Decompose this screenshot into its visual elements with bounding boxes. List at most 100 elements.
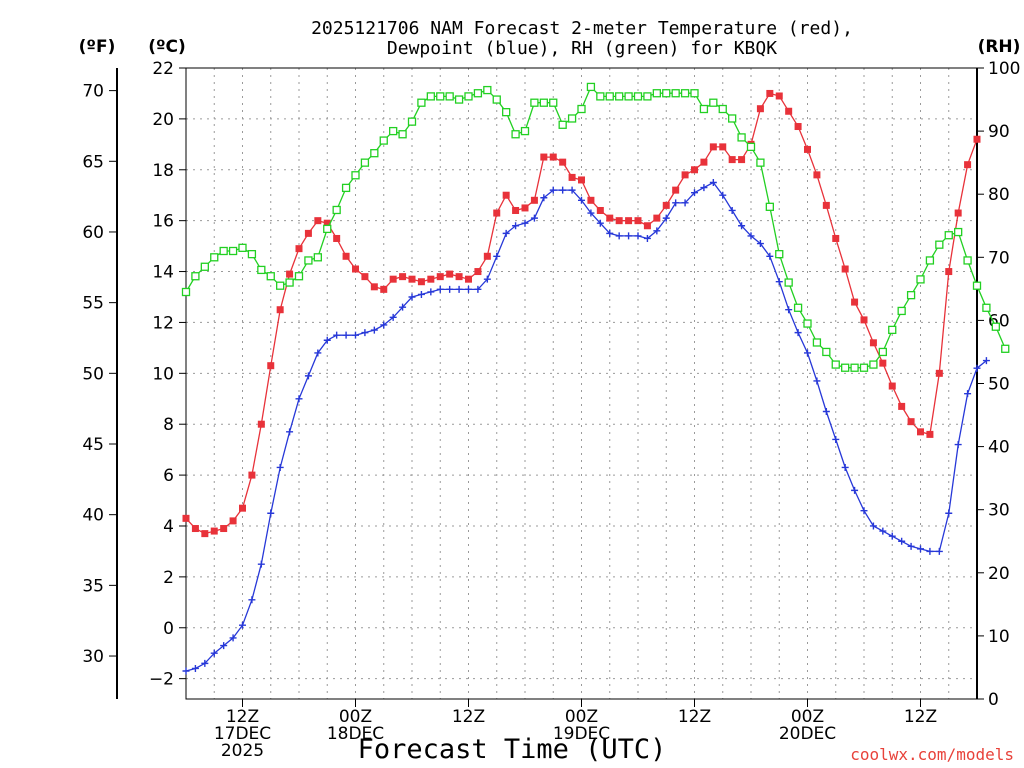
rh-point bbox=[341, 183, 351, 193]
rh-point bbox=[539, 98, 548, 107]
temperature-point bbox=[653, 214, 661, 222]
rh-point bbox=[219, 246, 228, 256]
rh-point bbox=[370, 149, 379, 158]
celsius-tick-label: 8 bbox=[163, 415, 174, 435]
rh-tick-label: 30 bbox=[988, 501, 1010, 521]
dewpoint-point bbox=[954, 441, 962, 449]
dewpoint-point bbox=[483, 275, 491, 283]
temperature-point bbox=[559, 158, 567, 166]
rh-point bbox=[624, 92, 633, 101]
temperature-point bbox=[851, 298, 859, 306]
temperature-point bbox=[691, 166, 698, 174]
dewpoint-point bbox=[964, 390, 972, 398]
x-tick-label: 12Z bbox=[904, 707, 937, 727]
dewpoint-point bbox=[474, 285, 482, 293]
rh-point bbox=[181, 287, 191, 297]
chart-title-line-1: 2025121706 NAM Forecast 2-meter Temperat… bbox=[311, 18, 853, 39]
dewpoint-point bbox=[389, 313, 397, 321]
rh-point bbox=[690, 89, 699, 98]
celsius-tick-label: 22 bbox=[152, 59, 174, 79]
rh-point bbox=[276, 281, 285, 290]
temperature-point bbox=[973, 135, 981, 143]
rh-point bbox=[728, 114, 737, 123]
fahrenheit-tick-label: 40 bbox=[82, 506, 104, 526]
temperature-point bbox=[813, 171, 821, 179]
rh-point bbox=[558, 120, 567, 129]
rh-point bbox=[247, 249, 257, 259]
celsius-tick-label: 4 bbox=[163, 517, 174, 537]
temperature-point bbox=[869, 339, 877, 347]
dewpoint-point bbox=[267, 509, 275, 517]
rh-point bbox=[445, 92, 454, 101]
rh-point bbox=[464, 92, 473, 101]
dewpoint-point bbox=[869, 522, 877, 530]
temperature-point bbox=[841, 265, 849, 273]
dewpoint-point bbox=[455, 285, 463, 293]
celsius-tick-label: 12 bbox=[152, 313, 174, 333]
dewpoint-point bbox=[182, 667, 190, 675]
rh-point bbox=[210, 253, 219, 262]
temperature-point bbox=[804, 145, 811, 153]
dewpoint-point bbox=[239, 621, 246, 629]
celsius-tick-label: 2 bbox=[163, 568, 174, 588]
dewpoint-point bbox=[982, 357, 990, 365]
series-temperature bbox=[182, 89, 981, 538]
temperature-point bbox=[578, 176, 585, 184]
temperature-point bbox=[615, 217, 623, 225]
rh-point bbox=[878, 347, 887, 357]
temperature-point bbox=[210, 527, 218, 535]
dewpoint-point bbox=[530, 214, 538, 222]
x-tick-label: 17DEC bbox=[214, 724, 271, 744]
x-tick-label: 2025 bbox=[221, 741, 264, 761]
rh-point bbox=[549, 98, 558, 107]
celsius-tick-label: 10 bbox=[152, 364, 174, 384]
temperature-point bbox=[361, 273, 369, 281]
dewpoint-point bbox=[860, 507, 868, 515]
x-tick-label: 00Z bbox=[565, 707, 598, 727]
rh-point bbox=[304, 256, 313, 265]
dewpoint-point bbox=[191, 664, 199, 672]
rh-point bbox=[454, 95, 464, 104]
celsius-tick-label: −2 bbox=[149, 670, 174, 690]
dewpoint-point bbox=[361, 329, 369, 337]
dewpoint-point bbox=[926, 547, 934, 555]
dewpoint-point bbox=[841, 463, 849, 471]
rh-point bbox=[332, 205, 341, 215]
rh-point bbox=[586, 82, 596, 92]
dewpoint-point bbox=[700, 184, 708, 192]
dewpoint-point bbox=[775, 278, 783, 286]
temperature-point bbox=[766, 89, 774, 97]
dewpoint-point bbox=[625, 232, 633, 240]
fahrenheit-tick-label: 65 bbox=[82, 152, 104, 172]
rh-point bbox=[502, 108, 511, 117]
temperature-point bbox=[756, 105, 764, 113]
temperature-point bbox=[709, 143, 717, 151]
temperature-point bbox=[267, 362, 275, 370]
dewpoint-point bbox=[615, 232, 623, 240]
temperature-point bbox=[229, 517, 237, 525]
temperature-point bbox=[220, 525, 228, 533]
temperature-point bbox=[728, 156, 736, 164]
temperature-point bbox=[540, 153, 548, 161]
dewpoint-point bbox=[333, 331, 341, 339]
rh-point bbox=[436, 92, 445, 101]
temperature-point bbox=[427, 275, 435, 283]
dewpoint-point bbox=[672, 199, 680, 207]
temperature-point bbox=[888, 382, 896, 390]
dewpoint-point bbox=[323, 336, 331, 344]
rh-point bbox=[793, 303, 803, 312]
dewpoint-point bbox=[596, 219, 604, 227]
rh-point bbox=[972, 281, 982, 290]
rh-point bbox=[285, 278, 294, 287]
rh-point bbox=[228, 246, 238, 256]
temperature-point bbox=[738, 156, 746, 164]
rh-point bbox=[888, 325, 897, 335]
rh-point bbox=[520, 126, 530, 136]
rh-point bbox=[775, 249, 784, 259]
dewpoint-point bbox=[634, 232, 642, 240]
dewpoint-point bbox=[822, 407, 830, 415]
rh-point bbox=[643, 92, 652, 101]
rh-point bbox=[954, 227, 963, 237]
chart-title-line-2: Dewpoint (blue), RH (green) for KBQK bbox=[387, 38, 777, 59]
dewpoint-point bbox=[276, 463, 284, 471]
